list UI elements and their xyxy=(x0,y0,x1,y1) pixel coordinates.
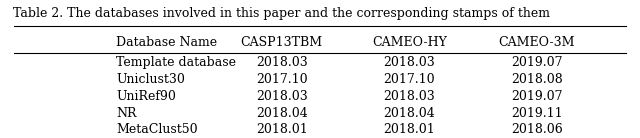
Text: Template database: Template database xyxy=(116,56,236,69)
Text: CASP13TBM: CASP13TBM xyxy=(241,36,323,49)
Text: 2018.04: 2018.04 xyxy=(256,107,308,120)
Text: CAMEO-HY: CAMEO-HY xyxy=(372,36,447,49)
Text: NR: NR xyxy=(116,107,136,120)
Text: UniRef90: UniRef90 xyxy=(116,90,176,103)
Text: 2018.01: 2018.01 xyxy=(383,123,435,136)
Text: Table 2. The databases involved in this paper and the corresponding stamps of th: Table 2. The databases involved in this … xyxy=(13,7,550,20)
Text: 2017.10: 2017.10 xyxy=(256,73,308,86)
Text: 2018.03: 2018.03 xyxy=(256,56,308,69)
Text: 2019.07: 2019.07 xyxy=(511,56,563,69)
Text: 2018.01: 2018.01 xyxy=(256,123,308,136)
Text: 2018.06: 2018.06 xyxy=(511,123,563,136)
Text: MetaClust50: MetaClust50 xyxy=(116,123,198,136)
Text: 2018.08: 2018.08 xyxy=(511,73,563,86)
Text: 2018.03: 2018.03 xyxy=(256,90,308,103)
Text: Database Name: Database Name xyxy=(116,36,217,49)
Text: CAMEO-3M: CAMEO-3M xyxy=(499,36,575,49)
Text: 2017.10: 2017.10 xyxy=(383,73,435,86)
Text: Uniclust30: Uniclust30 xyxy=(116,73,185,86)
Text: 2019.07: 2019.07 xyxy=(511,90,563,103)
Text: 2018.03: 2018.03 xyxy=(383,90,435,103)
Text: 2019.11: 2019.11 xyxy=(511,107,563,120)
Text: 2018.04: 2018.04 xyxy=(383,107,435,120)
Text: 2018.03: 2018.03 xyxy=(383,56,435,69)
